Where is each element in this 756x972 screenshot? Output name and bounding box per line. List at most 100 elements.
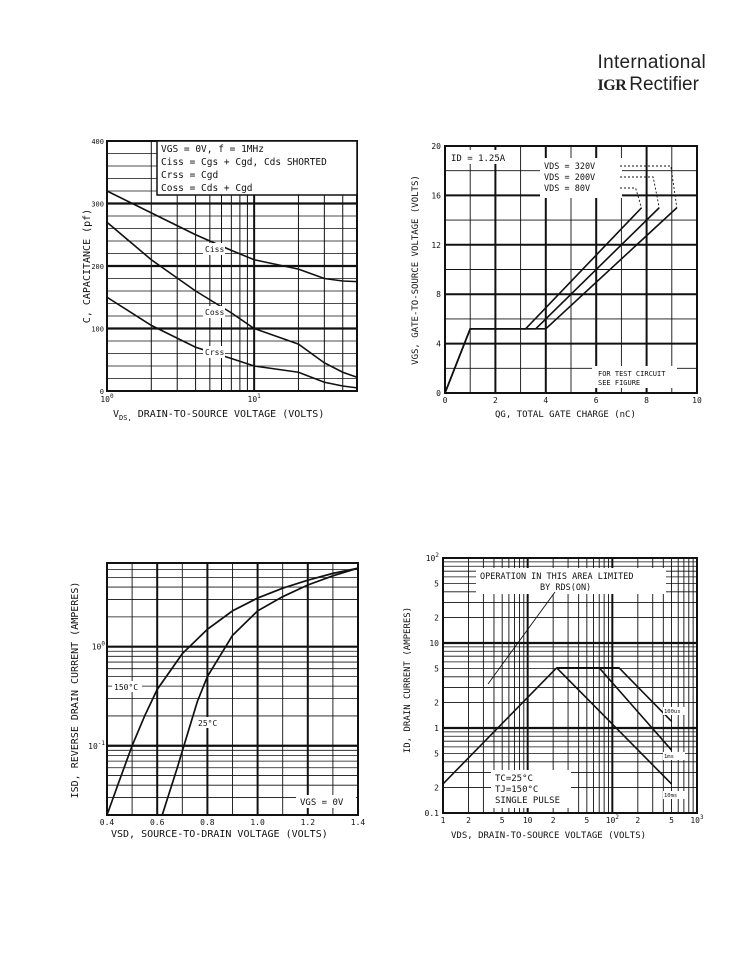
- y-axis-label: ISD, REVERSE DRAIN CURRENT (AMPERES): [70, 582, 81, 799]
- y-tick-label: 2: [434, 613, 439, 622]
- x-tick-label: 100: [100, 393, 114, 404]
- y-tick-label: 10: [429, 639, 439, 648]
- condition-text: TJ=150°C: [495, 785, 538, 795]
- series-ciss: [106, 190, 358, 283]
- series-line: [444, 207, 678, 394]
- label-bg: [663, 752, 685, 760]
- reverse-drain-chart: 0.4 0.6 0.8 1.0 1.2 1.4 10-1 100 150°C 25°C VGS = …: [70, 562, 366, 840]
- x-tick-label: 103: [690, 814, 704, 825]
- x-tick-label: 8: [644, 396, 649, 405]
- x-tick-label: 2: [493, 396, 498, 405]
- series-label: 10ms: [664, 793, 677, 799]
- x-tick-label: 0.6: [150, 818, 165, 827]
- brand-line1: International: [597, 52, 706, 73]
- igr-logo: IGR: [597, 77, 627, 94]
- y-tick-label: 300: [91, 201, 104, 209]
- label-bg: [592, 366, 677, 388]
- test-circuit-note: SEE FIGURE: [598, 379, 640, 387]
- brand-line2: Rectifier: [629, 74, 699, 95]
- x-tick-label: 1.2: [301, 818, 316, 827]
- series-label: 100us: [664, 709, 681, 715]
- x-tick-label: 0.4: [100, 818, 115, 827]
- y-tick-label: 4: [436, 340, 441, 349]
- y-tick-label: 100: [92, 641, 106, 652]
- x-tick-label: 0.8: [200, 818, 215, 827]
- series-line: [556, 667, 673, 722]
- label-bg: [296, 795, 356, 808]
- y-tick-label: 1: [434, 724, 439, 733]
- series-label: 25°C: [198, 719, 217, 728]
- y-tick-label: 102: [426, 552, 440, 563]
- rds-annotation: BY RDS(ON): [540, 583, 591, 593]
- series-label: Coss: [205, 308, 224, 317]
- leader-line: [620, 187, 642, 208]
- y-tick-label: 2: [434, 783, 439, 792]
- x-tick-label: 2: [466, 816, 471, 825]
- series-line: [556, 667, 673, 785]
- safe-operating-area-chart: 1 2 5 10 2 5 102 2 5 1030.1251251025102100us1ms10…: [403, 552, 704, 841]
- x-tick-label: 101: [248, 393, 262, 404]
- label-bg: [448, 150, 512, 164]
- series-label: 1ms: [664, 754, 674, 760]
- label-bg: [491, 770, 571, 808]
- series-line: [106, 567, 359, 816]
- x-tick-label: 5: [669, 816, 674, 825]
- label-bg: [112, 681, 142, 692]
- x-tick-label: 5: [584, 816, 589, 825]
- y-tick-label: 0: [436, 389, 441, 398]
- x-tick-label: 2: [551, 816, 556, 825]
- y-tick-label: 400: [91, 138, 104, 146]
- series-label: VDS = 80V: [544, 184, 590, 194]
- x-tick-label: 10: [692, 396, 702, 405]
- x-tick-label: 102: [606, 814, 620, 825]
- series-label: VDS = 320V: [544, 162, 595, 172]
- leader-line: [487, 591, 556, 685]
- series-label: 150°C: [114, 683, 138, 692]
- label-bg: [663, 707, 685, 715]
- y-tick-label: 5: [434, 665, 439, 674]
- x-tick-label: 10: [523, 816, 533, 825]
- label-bg: [663, 791, 685, 799]
- y-tick-label: 12: [431, 241, 441, 250]
- x-tick-label: 1: [441, 816, 446, 825]
- series-label: VDS = 200V: [544, 173, 595, 183]
- label-bg: [203, 243, 225, 255]
- x-axis-label: VDS, DRAIN-TO-SOURCE VOLTAGE (VOLTS): [113, 409, 324, 422]
- x-axis-label: VSD, SOURCE-TO-DRAIN VOLTAGE (VOLTS): [111, 829, 328, 840]
- y-tick-label: 100: [91, 326, 104, 334]
- y-tick-label: 5: [434, 580, 439, 589]
- rds-annotation: OPERATION IN THIS AREA LIMITED: [480, 572, 634, 582]
- series-coss: [106, 221, 358, 379]
- brand-logo: International IGR Rectifier: [598, 52, 706, 97]
- legend-line: Crss = Cgd: [161, 170, 218, 181]
- y-axis-label: VGS, GATE-TO-SOURCE VOLTAGE (VOLTS): [411, 175, 421, 365]
- y-axis-label: ID, DRAIN CURRENT (AMPERES): [403, 607, 413, 753]
- y-tick-label: 0: [100, 388, 104, 396]
- series-label: Crss: [205, 348, 224, 357]
- x-tick-label: 0: [443, 396, 448, 405]
- y-tick-label: 2: [434, 698, 439, 707]
- legend-line: VGS = 0V, f = 1MHz: [161, 144, 264, 155]
- test-circuit-note: FOR TEST CIRCUIT: [598, 370, 666, 378]
- y-tick-label: 10-1: [88, 740, 105, 751]
- x-tick-label: 1.0: [250, 818, 265, 827]
- x-tick-label: 2: [635, 816, 640, 825]
- legend-line: Coss = Cds + Cgd: [161, 183, 253, 194]
- label-bg: [540, 158, 622, 198]
- label-bg: [203, 306, 225, 318]
- leader-line: [620, 165, 678, 208]
- y-tick-label: 0.1: [425, 809, 440, 818]
- x-tick-label: 4: [543, 396, 548, 405]
- x-tick-label: 5: [500, 816, 505, 825]
- plot-frame: [442, 557, 698, 814]
- series-label: Ciss: [205, 245, 224, 254]
- y-tick-label: 20: [431, 142, 441, 151]
- label-bg: [196, 717, 222, 728]
- series-line: [556, 667, 673, 751]
- y-tick-label: 16: [431, 191, 441, 200]
- x-tick-label: 6: [594, 396, 599, 405]
- condition-text: TC=25°C: [495, 774, 533, 784]
- x-tick-label: 1.4: [351, 818, 366, 827]
